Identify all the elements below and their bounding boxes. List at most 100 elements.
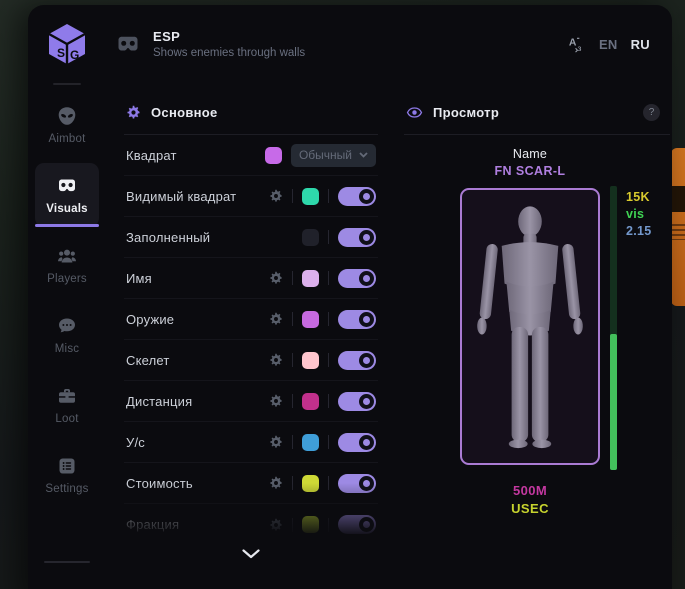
gear-icon[interactable] xyxy=(269,312,283,326)
chat-bubble-icon xyxy=(59,318,75,332)
sidebar-item-misc[interactable]: Misc xyxy=(35,303,99,367)
preview-area: 15K vis 2.15 xyxy=(404,186,670,470)
toggle-knob xyxy=(359,229,374,245)
sidebar-item-settings[interactable]: Settings xyxy=(35,443,99,507)
background-object-stripes xyxy=(672,224,685,240)
toggle-switch[interactable] xyxy=(338,391,376,411)
people-icon xyxy=(58,249,76,262)
list-icon xyxy=(59,458,75,473)
separator xyxy=(328,189,329,203)
sidebar-item-loot[interactable]: Loot xyxy=(35,373,99,437)
setting-row-weapon: Оружие xyxy=(124,299,378,340)
visibility-stat: vis xyxy=(626,207,645,221)
color-swatch[interactable] xyxy=(302,433,319,451)
target-weapon-name: FN SCAR-L xyxy=(494,164,566,178)
gear-icon[interactable] xyxy=(269,189,283,203)
gear-icon[interactable] xyxy=(269,394,283,408)
setting-row-square: Квадрат Обычный xyxy=(124,135,378,176)
separator xyxy=(328,476,329,490)
toggle-switch[interactable] xyxy=(338,268,376,288)
window-header: S G ESP Shows enemies through walls A з … xyxy=(28,5,672,83)
toggle-switch[interactable] xyxy=(338,186,376,206)
color-swatch[interactable] xyxy=(302,474,319,492)
toggle-knob xyxy=(359,434,374,450)
toggle-knob xyxy=(359,517,374,532)
gear-icon[interactable] xyxy=(269,476,283,490)
toggle-switch[interactable] xyxy=(338,350,376,370)
sidebar-item-aimbot[interactable]: Aimbot xyxy=(35,93,99,157)
briefcase-icon xyxy=(59,388,75,403)
gear-icon[interactable] xyxy=(269,435,283,449)
help-button[interactable]: ? xyxy=(643,104,660,121)
color-swatch[interactable] xyxy=(302,269,319,287)
gear-icon[interactable] xyxy=(269,271,283,285)
color-swatch[interactable] xyxy=(302,516,319,533)
distance-stat: 2.15 xyxy=(626,224,652,238)
toggle-switch[interactable] xyxy=(338,515,376,534)
content-area: Основное Квадрат Обычный xyxy=(106,83,672,589)
color-swatch[interactable] xyxy=(302,351,319,369)
color-swatch[interactable] xyxy=(302,228,319,246)
chevron-down-icon xyxy=(359,152,368,158)
gear-icon xyxy=(126,105,141,120)
sidebar-divider xyxy=(53,83,81,85)
lang-en-button[interactable]: EN xyxy=(598,36,618,52)
sidebar-item-label: Settings xyxy=(45,482,89,495)
toggle-switch[interactable] xyxy=(338,473,376,493)
separator xyxy=(292,435,293,449)
sidebar-item-label: Loot xyxy=(55,412,79,425)
setting-label: Фракция xyxy=(126,517,180,532)
main-settings-panel: Основное Квадрат Обычный xyxy=(124,91,378,589)
separator xyxy=(292,476,293,490)
sidebar-item-visuals[interactable]: Visuals xyxy=(35,163,99,227)
app-window: S G ESP Shows enemies through walls A з … xyxy=(28,5,672,589)
setting-row-skeleton: Скелет xyxy=(124,340,378,381)
money-value: 500M xyxy=(512,483,548,498)
separator xyxy=(292,189,293,203)
toggle-switch[interactable] xyxy=(338,309,376,329)
toggle-knob xyxy=(359,475,374,491)
setting-row-distance: Дистанция xyxy=(124,381,378,422)
sidebar-item-players[interactable]: Players xyxy=(35,233,99,297)
color-swatch[interactable] xyxy=(302,392,319,410)
setting-label: У/с xyxy=(126,434,145,450)
svg-text:S: S xyxy=(57,46,65,60)
setting-label: Стоимость xyxy=(126,475,193,491)
sidebar-item-label: Aimbot xyxy=(48,132,86,145)
esp-goggles-icon xyxy=(116,35,140,54)
toggle-knob xyxy=(359,393,374,409)
lang-ru-button[interactable]: RU xyxy=(630,36,650,52)
separator xyxy=(292,312,293,326)
color-swatch[interactable] xyxy=(302,187,319,205)
svg-text:з: з xyxy=(577,43,581,53)
price-stat: 15K xyxy=(626,190,650,204)
separator xyxy=(292,517,293,532)
toggle-knob xyxy=(359,188,374,204)
background-object-notch xyxy=(671,186,685,212)
language-switcher: A з EN RU xyxy=(567,35,650,54)
chevron-down-icon[interactable] xyxy=(242,549,260,559)
setting-label: Квадрат xyxy=(126,147,177,163)
gear-icon[interactable] xyxy=(269,353,283,367)
color-swatch[interactable] xyxy=(264,146,282,164)
setting-row-name: Имя xyxy=(124,258,378,299)
separator xyxy=(292,353,293,367)
square-type-dropdown[interactable]: Обычный xyxy=(290,143,376,167)
alien-icon xyxy=(58,106,76,125)
toggle-knob xyxy=(359,352,374,368)
setting-label: Скелет xyxy=(126,352,170,368)
toggle-switch[interactable] xyxy=(338,432,376,452)
svg-text:G: G xyxy=(70,48,79,62)
toggle-switch[interactable] xyxy=(338,227,376,247)
svg-text:A: A xyxy=(569,37,577,48)
module-header: ESP Shows enemies through walls xyxy=(116,29,305,59)
health-bar xyxy=(610,186,617,470)
setting-label: Видимый квадрат xyxy=(126,188,237,204)
target-name-block: Name FN SCAR-L xyxy=(460,147,600,178)
color-swatch[interactable] xyxy=(302,310,319,328)
sidebar-bottom-divider xyxy=(44,561,90,563)
setting-row-faction: Фракция xyxy=(124,504,378,545)
sidebar-item-label: Players xyxy=(47,272,87,285)
gear-icon[interactable] xyxy=(269,518,283,532)
module-subtitle: Shows enemies through walls xyxy=(153,47,306,59)
